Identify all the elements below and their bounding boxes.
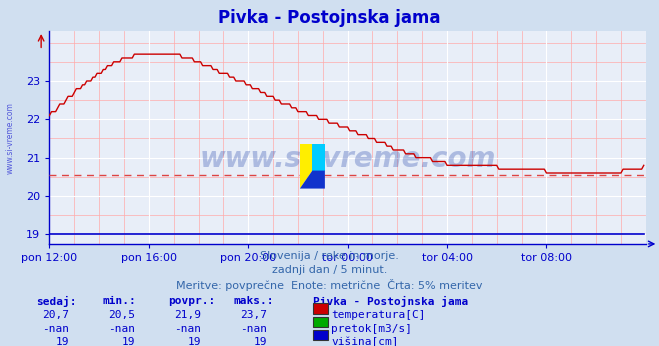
Text: Pivka - Postojnska jama: Pivka - Postojnska jama	[313, 296, 469, 307]
Text: 19: 19	[56, 337, 69, 346]
Text: temperatura[C]: temperatura[C]	[331, 310, 426, 320]
Text: 20,5: 20,5	[108, 310, 135, 320]
Text: min.:: min.:	[102, 296, 136, 306]
Text: 19: 19	[188, 337, 201, 346]
Polygon shape	[300, 144, 312, 189]
Text: zadnji dan / 5 minut.: zadnji dan / 5 minut.	[272, 265, 387, 275]
Text: 20,7: 20,7	[42, 310, 69, 320]
Text: -nan: -nan	[174, 324, 201, 334]
Text: -nan: -nan	[240, 324, 267, 334]
Text: višina[cm]: višina[cm]	[331, 337, 399, 346]
Polygon shape	[300, 171, 325, 189]
Text: Meritve: povprečne  Enote: metrične  Črta: 5% meritev: Meritve: povprečne Enote: metrične Črta:…	[176, 279, 483, 291]
Text: 19: 19	[122, 337, 135, 346]
Text: 23,7: 23,7	[240, 310, 267, 320]
Text: pretok[m3/s]: pretok[m3/s]	[331, 324, 413, 334]
Text: povpr.:: povpr.:	[168, 296, 215, 306]
Text: -nan: -nan	[42, 324, 69, 334]
Text: maks.:: maks.:	[234, 296, 274, 306]
Polygon shape	[312, 144, 325, 171]
Text: sedaj:: sedaj:	[36, 296, 76, 307]
Text: Pivka - Postojnska jama: Pivka - Postojnska jama	[218, 9, 441, 27]
Text: Slovenija / reke in morje.: Slovenija / reke in morje.	[260, 251, 399, 261]
Text: www.si-vreme.com: www.si-vreme.com	[200, 145, 496, 173]
Text: 21,9: 21,9	[174, 310, 201, 320]
Text: 19: 19	[254, 337, 267, 346]
Text: www.si-vreme.com: www.si-vreme.com	[5, 102, 14, 174]
Text: -nan: -nan	[108, 324, 135, 334]
